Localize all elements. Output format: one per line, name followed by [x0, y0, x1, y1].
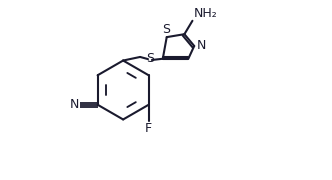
Text: NH₂: NH₂	[193, 7, 217, 20]
Text: S: S	[146, 52, 154, 65]
Text: S: S	[162, 23, 170, 36]
Text: N: N	[196, 39, 206, 53]
Text: N: N	[69, 98, 79, 111]
Text: F: F	[145, 122, 152, 135]
